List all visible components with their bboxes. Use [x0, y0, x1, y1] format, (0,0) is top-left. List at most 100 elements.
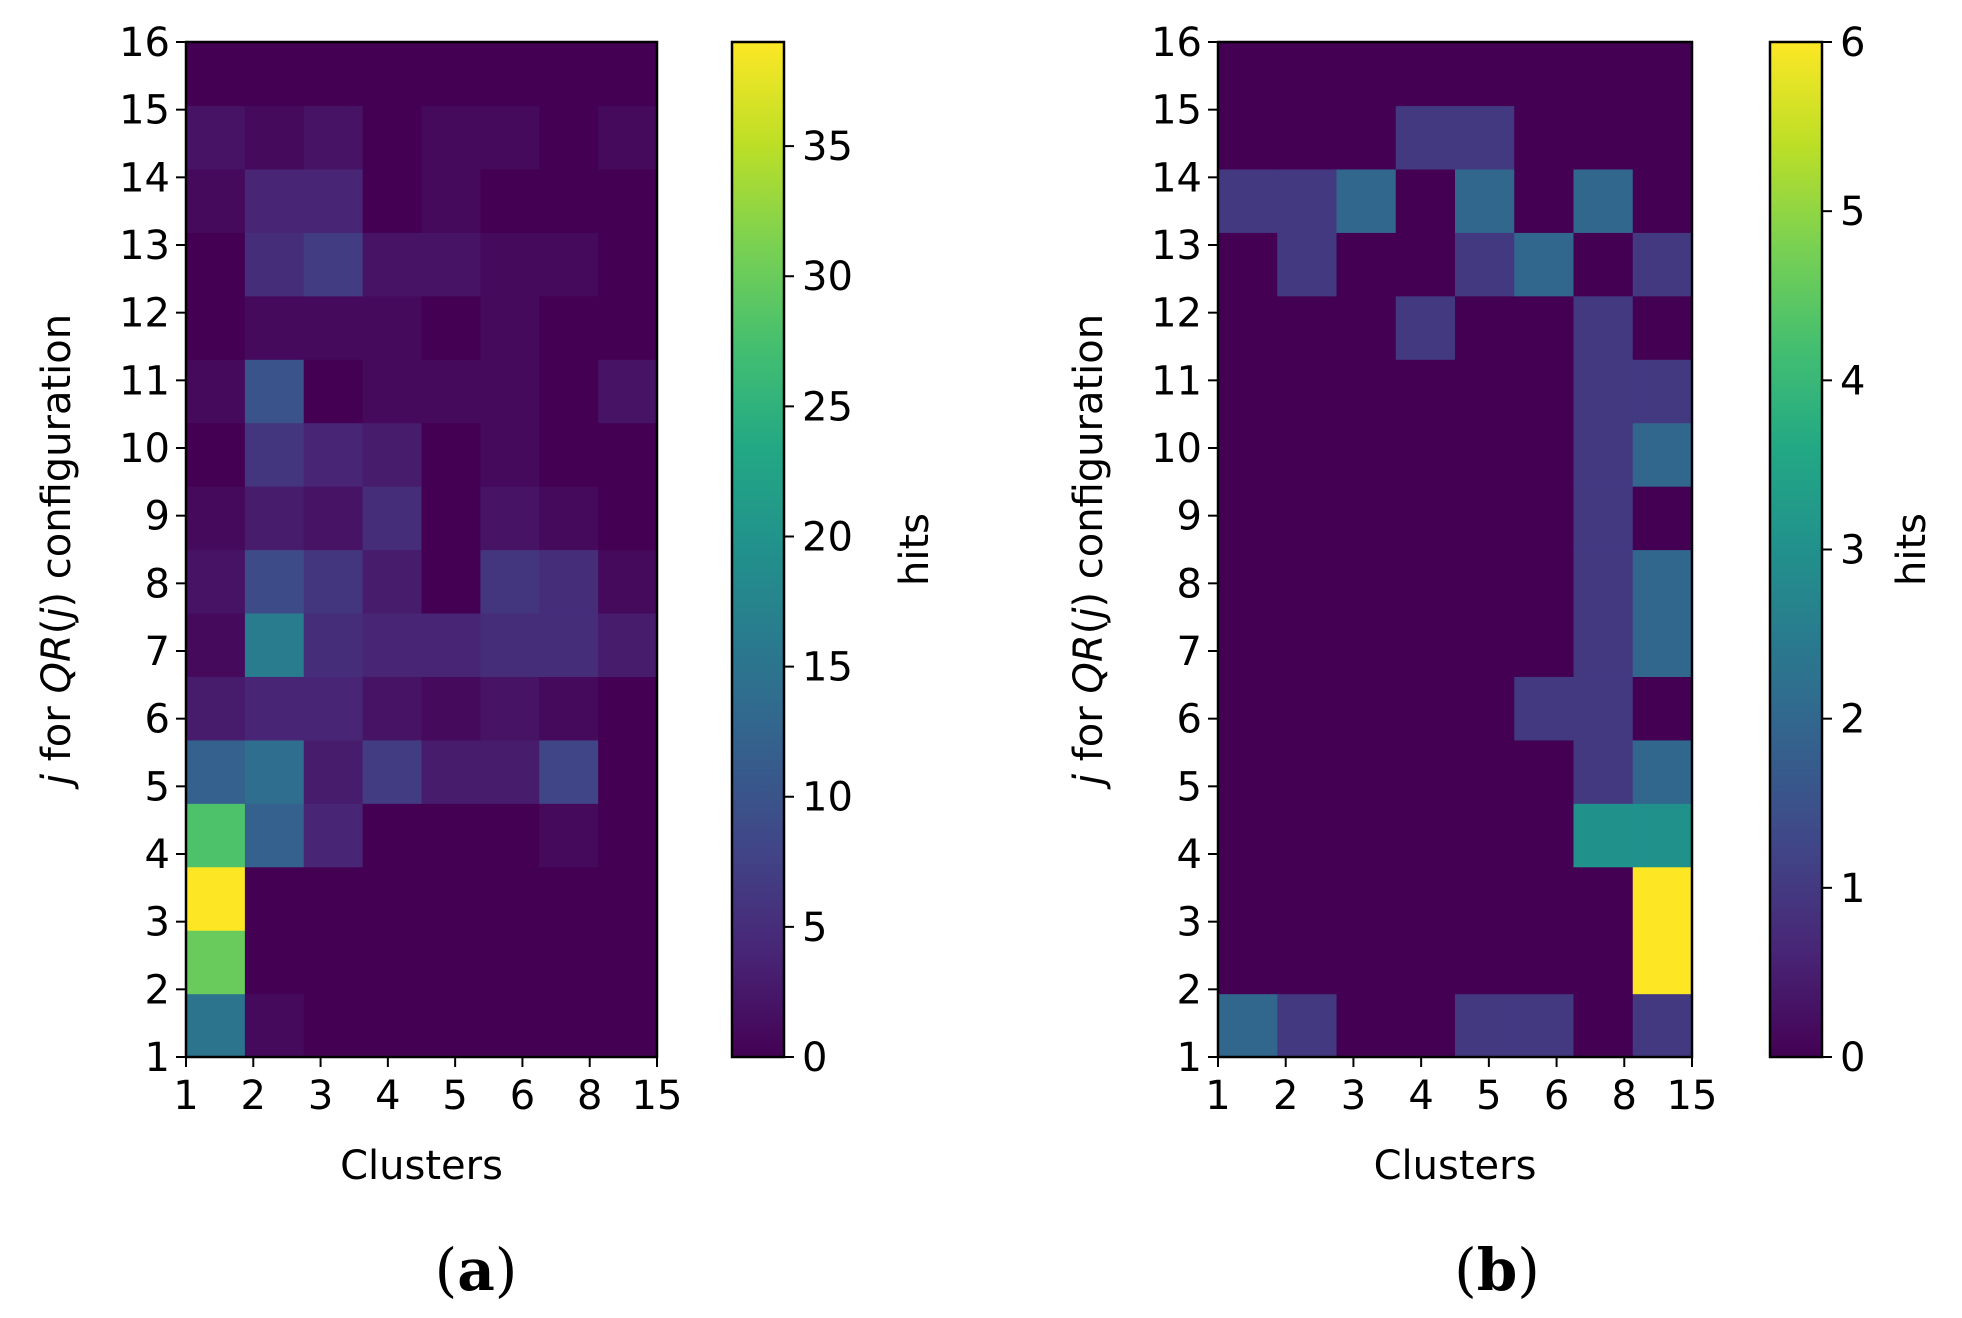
heatmap-cell: [1336, 295, 1397, 360]
heatmap-cell: [1632, 168, 1693, 233]
y-axis-label-part: ) configuration: [34, 314, 80, 608]
heatmap-cell: [362, 359, 423, 424]
heatmap-cell: [598, 803, 658, 868]
x-tick-label: 3: [1341, 1073, 1366, 1119]
heatmap-cell: [186, 549, 246, 614]
x-tick-label: 2: [1273, 1073, 1298, 1119]
heatmap-cell: [186, 803, 246, 868]
y-axis-label-part: (: [34, 619, 80, 635]
heatmap-cell: [1218, 359, 1278, 424]
heatmap-cell: [1336, 232, 1397, 297]
heatmap-cell: [1218, 739, 1278, 804]
y-tick-label: 3: [145, 900, 170, 946]
heatmap-cell: [598, 866, 658, 931]
heatmap-cell: [1632, 232, 1693, 297]
heatmap-cell: [244, 739, 305, 804]
heatmap-cell: [480, 549, 540, 614]
heatmap-cell: [421, 295, 481, 360]
heatmap-cell: [1573, 930, 1634, 995]
heatmap-cell: [1573, 295, 1634, 360]
heatmap-cell: [598, 612, 658, 677]
heatmap-cell: [1573, 676, 1634, 741]
heatmap-cell: [1336, 739, 1397, 804]
heatmap-cell: [1514, 359, 1575, 424]
heatmap-cell: [1573, 866, 1634, 931]
heatmap-cell: [303, 612, 364, 677]
panel-label-part: ): [495, 1236, 518, 1304]
heatmap-cell: [1632, 612, 1693, 677]
heatmap-cell: [1514, 676, 1575, 741]
heatmap-cell: [1218, 676, 1278, 741]
heatmap-cell: [1573, 42, 1634, 107]
y-axis-label-part: QR: [34, 634, 80, 693]
heatmap-cell: [1336, 422, 1397, 487]
panel-label-a: (a): [435, 1236, 518, 1304]
heatmap-cell: [1336, 359, 1397, 424]
heatmap-cell: [186, 676, 246, 741]
heatmap-cell: [598, 232, 658, 297]
heatmap-cell: [1455, 676, 1515, 741]
y-tick-label: 16: [1151, 20, 1202, 66]
heatmap-cell: [480, 359, 540, 424]
x-tick-label: 15: [1667, 1073, 1718, 1119]
heatmap-cell: [362, 676, 423, 741]
heatmap-cell: [244, 803, 305, 868]
heatmap-cell: [421, 422, 481, 487]
heatmap-cell: [539, 993, 599, 1058]
heatmap-cell: [539, 422, 599, 487]
y-tick-label: 14: [119, 155, 170, 201]
heatmap-cell: [1336, 676, 1397, 741]
heatmap-cell: [539, 295, 599, 360]
heatmap-cell: [362, 612, 423, 677]
heatmap-cell: [1514, 930, 1575, 995]
heatmap-cell: [244, 486, 305, 551]
heatmap-cell: [598, 359, 658, 424]
heatmap-cell: [598, 422, 658, 487]
colorbar-label: hits: [892, 513, 938, 586]
heatmap-cell: [480, 295, 540, 360]
colorbar-tick-label: 4: [1840, 358, 1865, 404]
y-axis-label-part: (: [1066, 619, 1112, 635]
heatmap-cell: [186, 930, 246, 995]
x-tick-label: 8: [577, 1073, 602, 1119]
heatmap-cell: [480, 676, 540, 741]
heatmap-cell: [598, 739, 658, 804]
heatmap-cell: [1336, 168, 1397, 233]
heatmap-panel-a: 1 2 3 4 5 6 8 1512345678910111213141516Clusters…: [34, 20, 938, 1304]
heatmap-cell: [1218, 993, 1278, 1058]
heatmap-cell: [244, 612, 305, 677]
heatmap-cell: [1573, 422, 1634, 487]
heatmap-cell: [480, 993, 540, 1058]
heatmap-cell: [1632, 295, 1693, 360]
heatmap-cell: [421, 549, 481, 614]
y-tick-label: 2: [145, 967, 170, 1013]
y-axis-label: j for QR(j) configuration: [1066, 314, 1112, 790]
heatmap-cell: [421, 676, 481, 741]
heatmap-cell: [303, 105, 364, 170]
heatmap-cell: [1573, 486, 1634, 551]
heatmap-cell: [1455, 612, 1515, 677]
heatmap-cell: [1573, 232, 1634, 297]
heatmap-cell: [303, 803, 364, 868]
colorbar-tick-label: 15: [802, 645, 853, 691]
heatmap-cell: [421, 232, 481, 297]
heatmap-cell: [303, 866, 364, 931]
heatmap-cell: [1455, 295, 1515, 360]
heatmap-cell: [1632, 739, 1693, 804]
heatmap-cell: [186, 359, 246, 424]
heatmap-cell: [1395, 105, 1456, 170]
heatmap-cell: [303, 295, 364, 360]
heatmap-cell: [1395, 42, 1456, 107]
heatmap-cell: [1218, 168, 1278, 233]
y-tick-label: 2: [1177, 967, 1202, 1013]
heatmap-cell: [303, 232, 364, 297]
y-tick-label: 7: [145, 629, 170, 675]
heatmap-cell: [480, 739, 540, 804]
colorbar: [730, 40, 786, 1059]
heatmap-cell: [480, 866, 540, 931]
heatmap-cell: [1455, 168, 1515, 233]
heatmap-cell: [480, 42, 540, 107]
heatmap-cell: [421, 486, 481, 551]
heatmap-cell: [186, 739, 246, 804]
